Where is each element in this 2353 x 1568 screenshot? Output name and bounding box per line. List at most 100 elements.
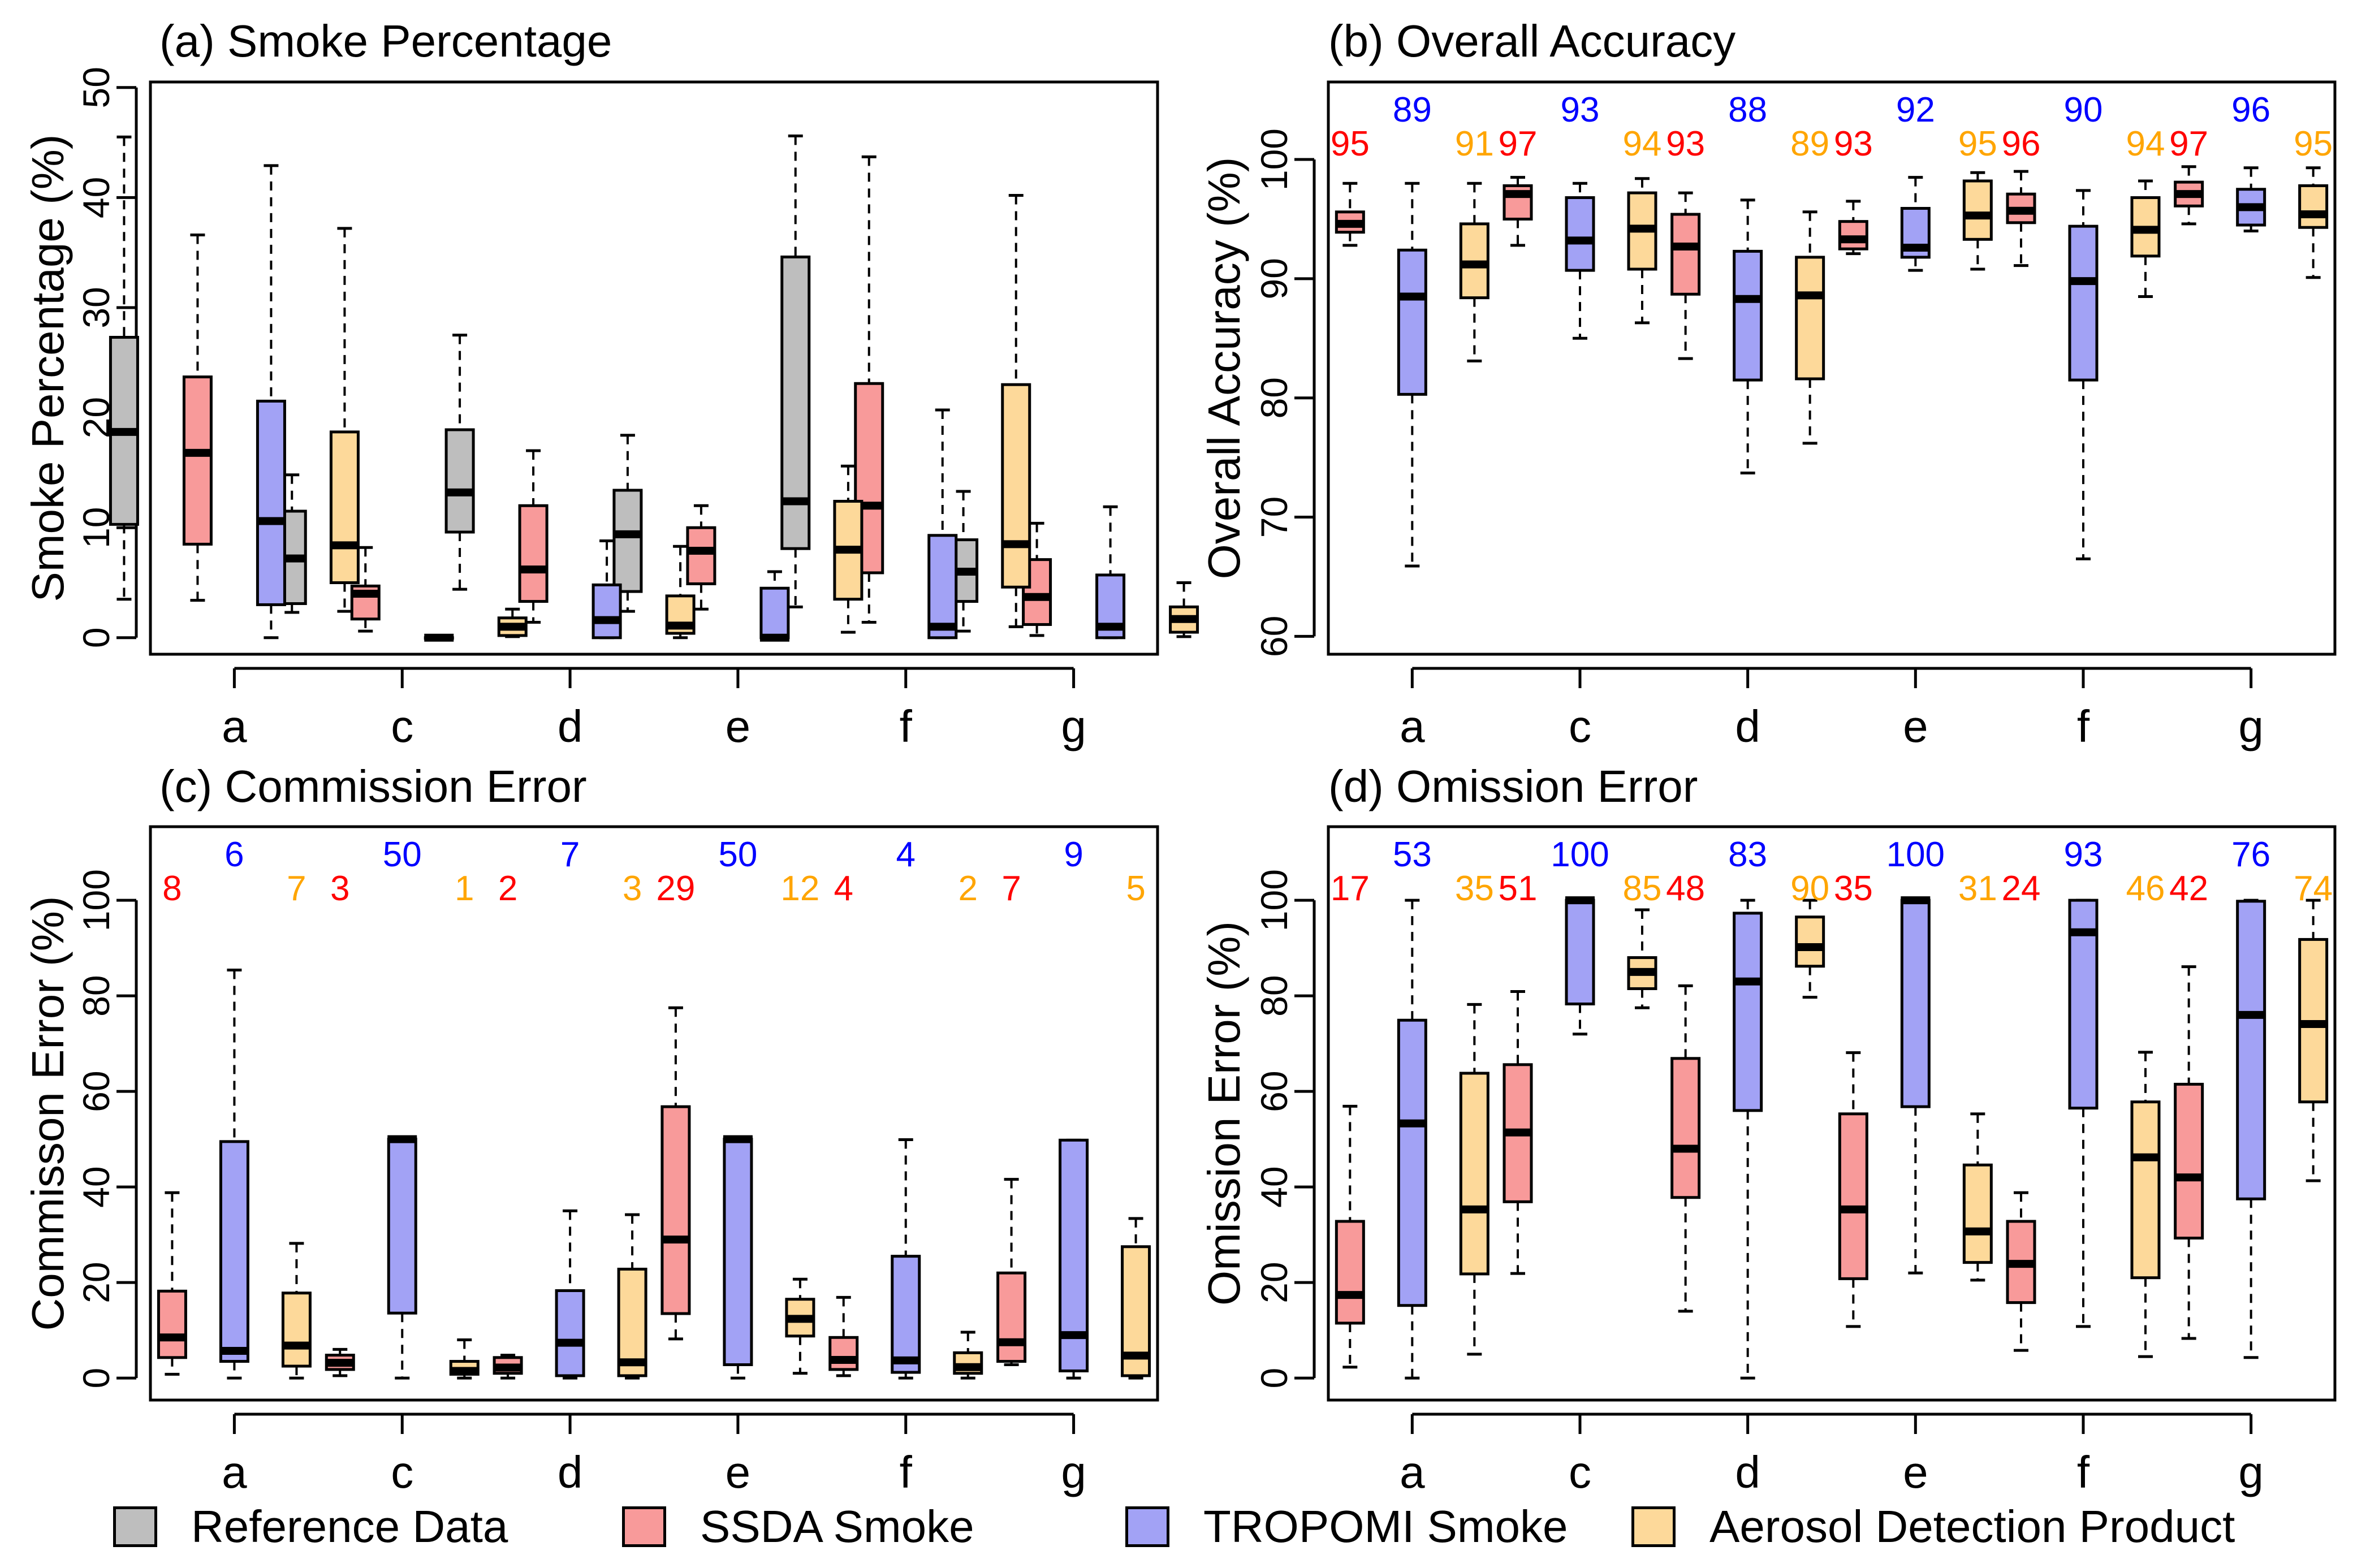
annotation-ssda-smoke-f: 24 [2002, 869, 2041, 908]
annotation-aerosol-detection-product-a: 91 [1455, 124, 1494, 163]
box-body [1900, 899, 1931, 1108]
annotation-tropomi-smoke-d: 83 [1728, 835, 1767, 874]
annotation-ssda-smoke-c: 51 [1499, 869, 1538, 908]
annotation-aerosol-detection-product-e: 95 [1958, 124, 1997, 163]
box-body [256, 399, 286, 606]
x-tick-label-f: f [900, 701, 913, 751]
box-tropomi-smoke-d [1733, 198, 1763, 475]
legend-label-reference-data: Reference Data [191, 1501, 508, 1552]
box-ssda-smoke-f [2006, 1191, 2036, 1352]
box-body [891, 1255, 921, 1374]
box-aerosol-detection-product-c [1627, 908, 1657, 1009]
y-tick-label: 40 [75, 1166, 117, 1207]
box-ssda-smoke-c [1503, 990, 1533, 1275]
x-tick-label-c: c [1569, 701, 1591, 751]
box-ssda-smoke-f [2006, 170, 2036, 267]
annotation-ssda-smoke-g: 7 [1001, 869, 1021, 908]
annotation-aerosol-detection-product-g: 95 [2294, 124, 2333, 163]
x-tick-label-e: e [726, 701, 751, 751]
box-body [2298, 184, 2329, 229]
box-body [1670, 1057, 1701, 1199]
box-body [759, 586, 790, 640]
x-tick-label-a: a [222, 701, 247, 751]
annotation-aerosol-detection-product-d: 90 [1790, 869, 1829, 908]
panel-title: (a) Smoke Percentage [159, 16, 612, 66]
box-reference-data-a [109, 135, 139, 601]
box-tropomi-smoke-c [387, 1135, 417, 1380]
series-aerosol-detection-product [281, 1213, 1151, 1380]
annotation-ssda-smoke-g: 97 [2169, 124, 2208, 163]
x-tick-label-c: c [1569, 1447, 1591, 1497]
box-tropomi-smoke-e [759, 570, 790, 642]
annotations: 6 50 7 50 4 9 8 3 2 29 4 7 7 1 3 12 2 5 [162, 835, 1146, 908]
annotation-aerosol-detection-product-d: 3 [623, 869, 642, 908]
y-tick-label: 60 [1253, 616, 1295, 657]
y-tick-label: 50 [75, 67, 117, 108]
annotation-ssda-smoke-e: 35 [1834, 869, 1873, 908]
y-tick-label: 80 [1253, 377, 1295, 418]
box-ssda-smoke-d [493, 1354, 523, 1380]
box-body [1962, 1163, 1993, 1264]
x-tick-label-e: e [726, 1447, 751, 1497]
legend-label-tropomi-smoke: TROPOMI Smoke [1203, 1501, 1568, 1552]
box-body [1565, 196, 1595, 272]
box-ssda-smoke-c [325, 1347, 355, 1377]
legend-item-reference-data: Reference Data [113, 1496, 508, 1558]
annotation-tropomi-smoke-e: 92 [1896, 90, 1935, 129]
x-tick-label-d: d [1735, 701, 1760, 751]
x-tick-label-a: a [1400, 1447, 1425, 1497]
box-body [518, 504, 549, 603]
box-ssda-smoke-g [996, 1178, 1027, 1366]
box-body [927, 534, 958, 640]
box-aerosol-detection-product-d [617, 1213, 647, 1380]
series-tropomi-smoke [1397, 896, 2266, 1380]
box-tropomi-smoke-d [1733, 899, 1763, 1380]
box-aerosol-detection-product-a [329, 227, 360, 613]
box-ssda-smoke-g [2174, 165, 2204, 226]
y-tick-label: 40 [1253, 1166, 1295, 1207]
x-tick-label-g: g [2238, 701, 2264, 751]
y-axis-label: Smoke Percentage (%) [23, 134, 73, 602]
x-tick-label-g: g [2238, 1447, 2264, 1497]
box-body [854, 382, 884, 574]
y-tick-label: 20 [75, 1262, 117, 1303]
plot-frame [149, 80, 1159, 656]
box-body [1795, 915, 1825, 968]
box-reference-data-d [444, 334, 475, 591]
box-tropomi-smoke-e [1900, 176, 1931, 272]
plot-frame [149, 825, 1159, 1402]
annotation-aerosol-detection-product-c: 85 [1623, 869, 1662, 908]
series-ssda-smoke [1335, 165, 2204, 360]
box-body [1838, 220, 1868, 250]
series-ssda-smoke [157, 1006, 1027, 1380]
legend-item-ssda-smoke: SSDA Smoke [622, 1496, 974, 1558]
legend-label-ssda-smoke: SSDA Smoke [700, 1501, 974, 1552]
annotation-ssda-smoke-f: 96 [2002, 124, 2041, 163]
legend-item-tropomi-smoke: TROPOMI Smoke [1125, 1496, 1568, 1558]
legend-item-aerosol-detection-product: Aerosol Detection Product [1631, 1496, 2235, 1558]
box-aerosol-detection-product-f [1001, 193, 1031, 628]
y-axis-label: Commisson Error (%) [23, 896, 73, 1331]
annotation-ssda-smoke-e: 29 [656, 869, 695, 908]
x-tick-label-g: g [1061, 1447, 1086, 1497]
annotation-tropomi-smoke-c: 50 [383, 835, 422, 874]
annotation-tropomi-smoke-g: 96 [2231, 90, 2270, 129]
annotation-aerosol-detection-product-e: 12 [780, 869, 819, 908]
box-body [1335, 1220, 1365, 1325]
box-aerosol-detection-product-e [1962, 1112, 1993, 1282]
box-body [723, 1138, 753, 1366]
box-aerosol-detection-product-f [2130, 179, 2161, 298]
annotation-aerosol-detection-product-f: 46 [2126, 869, 2165, 908]
panel-title: (b) Overall Accuracy [1328, 16, 1735, 66]
x-tick-label-c: c [391, 1447, 413, 1497]
x-tick-label-e: e [1903, 701, 1928, 751]
box-aerosol-detection-product-e [1962, 171, 1993, 271]
series-ssda-smoke [1335, 965, 2204, 1369]
y-tick-label: 0 [75, 627, 117, 648]
annotation-aerosol-detection-product-d: 89 [1790, 124, 1829, 163]
box-body [2174, 1082, 2204, 1240]
annotation-tropomi-smoke-a: 6 [224, 835, 244, 874]
